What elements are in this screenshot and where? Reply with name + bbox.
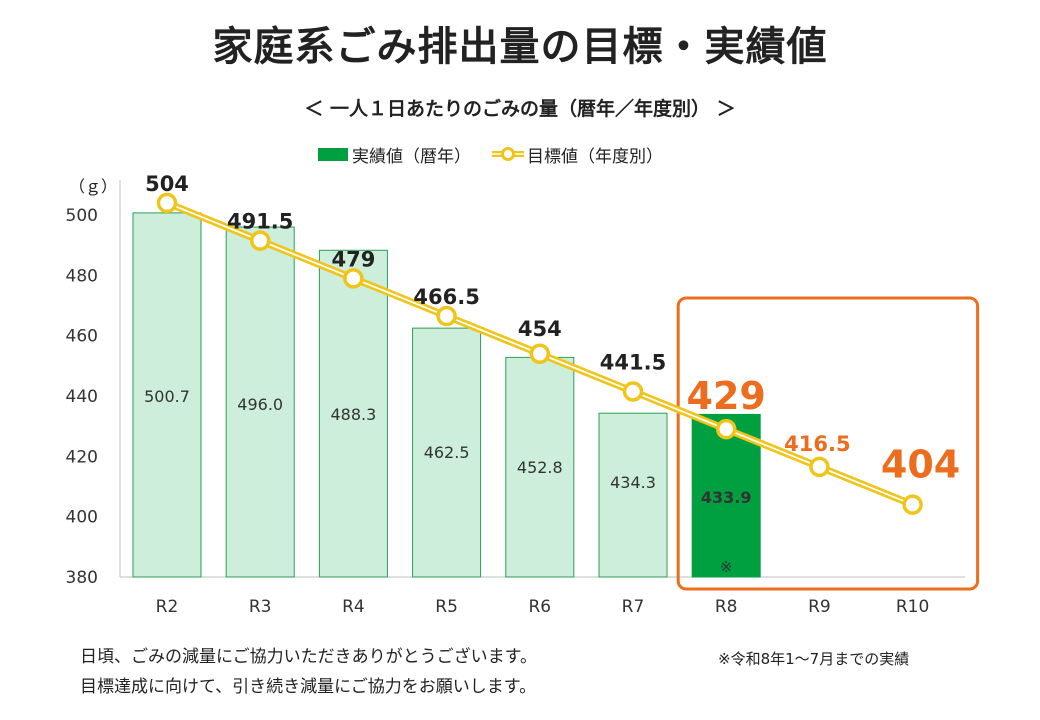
bar-value-label: 500.7 [144, 387, 190, 406]
target-value-label: 479 [331, 247, 375, 271]
legend-bar-swatch [318, 147, 348, 161]
y-tick-label: 380 [66, 568, 98, 588]
y-tick-label: 400 [66, 508, 98, 528]
bar-r3 [225, 226, 295, 578]
target-value-label: 466.5 [413, 285, 479, 309]
target-value-label: 441.5 [600, 350, 666, 374]
x-tick-label: R4 [342, 597, 365, 617]
target-value-label: 504 [145, 172, 189, 196]
bar-value-label: 488.3 [330, 405, 376, 424]
y-tick-label: 460 [66, 327, 98, 347]
x-tick-label: R2 [156, 597, 179, 617]
y-tick-label: 480 [66, 266, 98, 286]
footer-line-1: 日頃、ごみの減量にご協力いただきありがとうございます。 [80, 647, 537, 667]
target-point-r9 [809, 456, 830, 478]
bar-value-label: 462.5 [424, 443, 470, 462]
x-tick-label: R8 [715, 597, 738, 617]
target-value-label: 404 [881, 443, 960, 487]
x-tick-label: R5 [435, 597, 458, 617]
highlight-mark: ※ [720, 558, 733, 576]
legend-target-label: 目標値（年度別） [527, 146, 663, 167]
chart-title: 家庭系ごみ排出量の目標・実績値 [212, 24, 828, 70]
target-point-r3 [249, 230, 271, 251]
bar-value-label: 433.9 [701, 488, 752, 507]
bar-value-label: 452.8 [517, 458, 563, 477]
x-tick-label: R6 [528, 597, 551, 617]
x-tick-label: R10 [896, 597, 929, 617]
target-point-r8 [715, 418, 737, 440]
bar-r7 [598, 412, 668, 578]
target-point-r10 [902, 494, 923, 515]
highlight-box [676, 296, 980, 591]
bar-r6 [505, 356, 575, 578]
footer-message: 日頃、ごみの減量にご協力いただきありがとうございます。 目標達成に向けて、引き続… [80, 642, 537, 702]
footer-line-2: 目標達成に向けて、引き続き減量にご協力をお願いします。 [80, 677, 537, 697]
target-point-r5 [436, 305, 457, 327]
target-point-r4 [343, 268, 364, 289]
target-value-label: 454 [518, 317, 562, 341]
bar-value-label: 434.3 [610, 473, 656, 492]
chart-subtitle: ＜ 一人１日あたりのごみの量（暦年／年度別） ＞ [304, 98, 736, 120]
legend: 実績値（暦年） 目標値（年度別） [318, 142, 663, 167]
y-tick-label: 500 [66, 206, 98, 226]
footnote: ※令和8年1～7月までの実績 [718, 650, 910, 668]
target-point-r6 [529, 343, 551, 365]
bar-r5 [412, 327, 482, 578]
y-axis-unit: （ｇ） [69, 177, 117, 196]
target-point-r7 [622, 381, 644, 402]
target-value-label: 416.5 [784, 432, 850, 456]
target-point-r2 [156, 192, 178, 214]
legend-line-swatch [492, 147, 524, 161]
x-tick-label: R3 [249, 597, 272, 617]
target-value-label: 429 [687, 374, 766, 418]
target-value-label: 491.5 [227, 210, 293, 234]
y-tick-label: 440 [66, 387, 98, 407]
x-tick-label: R7 [622, 597, 645, 617]
legend-actual-label: 実績値（暦年） [352, 146, 471, 167]
x-tick-label: R9 [808, 597, 831, 617]
y-tick-label: 420 [66, 447, 98, 467]
bar-r4 [318, 249, 388, 578]
bar-value-label: 496.0 [237, 395, 283, 414]
